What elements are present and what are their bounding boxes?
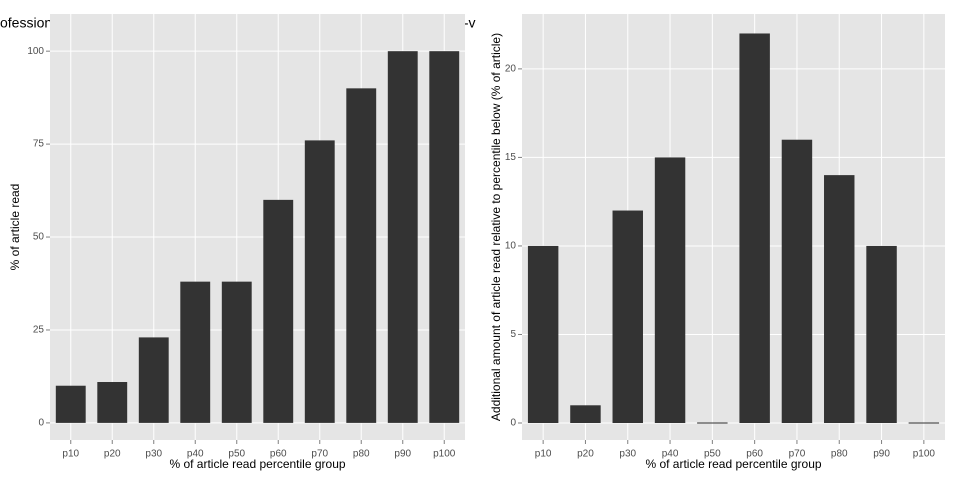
bar [824,175,855,424]
y-axis-title: Additional amount of article read relati… [489,33,503,421]
y-tick-label: 25 [33,325,45,336]
x-tick-label: p100 [433,449,456,460]
y-tick-label: 15 [505,152,517,163]
x-tick-label: p40 [187,449,204,460]
bar [180,281,211,423]
bar [221,281,252,423]
bar [97,382,128,423]
x-axis-title: % of article read percentile group [169,457,345,471]
y-tick-label: 100 [27,46,44,57]
bar [55,385,86,423]
bar [908,422,940,424]
x-tick-label: p50 [228,449,245,460]
x-tick-label: p20 [104,449,121,460]
bar [612,210,643,424]
y-tick-label: 5 [510,329,516,340]
bar [866,245,897,424]
bar [739,33,770,424]
bar [429,51,460,423]
y-tick-label: 50 [33,232,45,243]
x-tick-label: p90 [394,449,411,460]
bar [387,51,418,423]
x-tick-label: p60 [746,449,763,460]
x-tick-label: p50 [704,449,721,460]
bar [346,88,377,423]
bar [263,199,294,423]
bar [697,422,728,424]
bar [781,139,813,424]
y-axis-title: % of article read [8,184,22,271]
y-tick-label: 75 [33,139,45,150]
bar [570,405,601,424]
y-tick-label: 10 [505,241,517,252]
y-tick-label: 0 [510,418,516,429]
x-tick-label: p20 [577,449,594,460]
x-tick-label: p80 [353,449,370,460]
bar [138,337,169,423]
x-axis-title: % of article read percentile group [645,457,821,471]
x-tick-label: p70 [311,449,328,460]
x-tick-label: p10 [535,449,552,460]
x-tick-label: p60 [270,449,287,460]
x-tick-label: p70 [789,449,806,460]
y-tick-label: 20 [505,64,517,75]
bar [654,157,686,424]
x-tick-label: p40 [662,449,679,460]
x-tick-label: p30 [145,449,162,460]
x-tick-label: p100 [913,449,936,460]
bar [527,245,559,424]
x-tick-label: p80 [831,449,848,460]
x-tick-label: p10 [62,449,79,460]
bar [304,140,335,423]
y-tick-label: 0 [38,418,44,429]
x-tick-label: p30 [619,449,636,460]
x-tick-label: p90 [873,449,890,460]
